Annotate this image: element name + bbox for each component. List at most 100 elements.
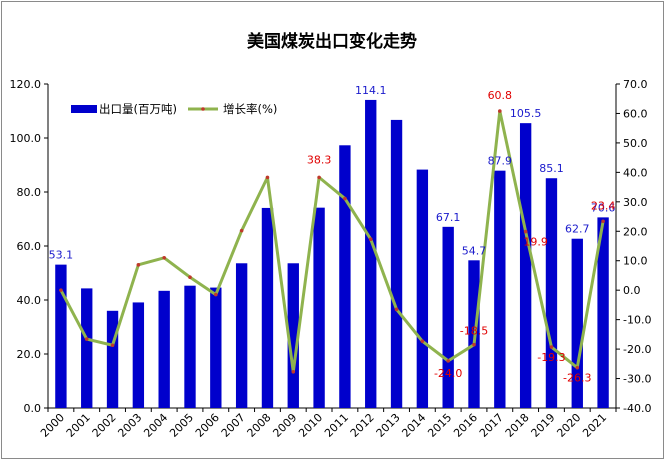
bar — [132, 302, 145, 408]
x-tick-label: 2009 — [270, 411, 299, 440]
bar-value-label: 67.1 — [436, 211, 461, 224]
bar-value-label: 85.1 — [539, 162, 564, 175]
growth-rate-point — [394, 307, 399, 312]
growth-rate-point — [188, 275, 192, 280]
x-tick-label: 2018 — [503, 411, 532, 440]
growth-rate-point — [523, 229, 528, 234]
x-tick-label: 2001 — [64, 411, 93, 440]
legend-bar-swatch — [71, 105, 97, 113]
left-tick-label: 100.0 — [10, 132, 42, 145]
bar — [261, 207, 274, 408]
bar — [339, 145, 351, 409]
growth-rate-point — [136, 263, 141, 267]
growth-rate-point — [472, 342, 476, 347]
x-tick-label: 2007 — [219, 411, 248, 440]
growth-value-label: -24.0 — [434, 367, 462, 380]
growth-value-label: 38.3 — [307, 153, 332, 166]
x-tick-label: 2010 — [296, 411, 325, 440]
bar — [545, 178, 558, 408]
growth-value-label: 60.8 — [488, 89, 513, 102]
x-tick-label: 2020 — [554, 411, 583, 440]
growth-value-label: 23.4 — [591, 199, 616, 212]
chart-legend: 出口量(百万吨) 增长率(%) — [71, 102, 277, 116]
growth-rate-point — [549, 345, 554, 349]
bar — [287, 263, 299, 408]
x-tick-label: 2003 — [115, 411, 144, 440]
growth-rate-line — [59, 109, 605, 374]
growth-value-label: -18.5 — [460, 325, 488, 338]
x-tick-label: 2019 — [529, 411, 558, 440]
bar — [365, 99, 377, 409]
x-tick-label: 2017 — [477, 411, 506, 440]
right-tick-label: 70.0 — [623, 78, 648, 91]
x-tick-label: 2015 — [425, 411, 454, 440]
right-tick-label: -30.0 — [623, 373, 651, 386]
bar — [158, 290, 170, 408]
bar-value-label: 105.5 — [510, 107, 542, 120]
right-tick-label: 60.0 — [623, 107, 648, 120]
bar — [597, 217, 609, 408]
bar-value-label: 53.1 — [49, 249, 74, 262]
left-tick-label: 60.0 — [17, 240, 42, 253]
bar — [416, 169, 429, 408]
x-tick-label: 2021 — [580, 411, 609, 440]
x-tick-label: 2016 — [451, 411, 480, 440]
growth-rate-point — [265, 175, 270, 180]
bar — [313, 207, 325, 408]
growth-rate-point — [343, 196, 347, 201]
bar — [210, 287, 222, 408]
bar — [442, 226, 454, 408]
left-tick-label: 0.0 — [24, 402, 42, 415]
right-tick-label: -20.0 — [623, 343, 651, 356]
growth-rate-point — [291, 369, 296, 374]
left-tick-label: 20.0 — [17, 348, 42, 361]
bar-value-label: 114.1 — [355, 84, 387, 97]
right-tick-label: -40.0 — [623, 402, 651, 415]
bar-value-label: 87.9 — [488, 155, 513, 168]
right-tick-label: 0.0 — [623, 284, 641, 297]
growth-rate-point — [420, 339, 425, 343]
left-tick-label: 80.0 — [17, 186, 42, 199]
x-tick-label: 2014 — [399, 411, 428, 440]
bar — [235, 263, 248, 408]
growth-rate-point — [601, 219, 605, 224]
left-tick-label: 120.0 — [10, 78, 42, 91]
chart-title: 美国煤炭出口变化走势 — [247, 31, 417, 52]
right-tick-label: 20.0 — [623, 225, 648, 238]
growth-rate-point — [446, 359, 450, 363]
legend-line-label: 增长率(%) — [223, 102, 277, 116]
growth-rate-point — [110, 343, 115, 348]
right-tick-label: 10.0 — [623, 255, 648, 268]
growth-rate-point — [575, 365, 580, 370]
x-tick-label: 2012 — [348, 411, 377, 440]
growth-rate-point — [317, 175, 321, 180]
right-tick-label: 30.0 — [623, 196, 648, 209]
bar — [519, 123, 532, 409]
legend-line-marker — [201, 107, 205, 111]
x-tick-label: 2002 — [90, 411, 119, 440]
growth-rate-point — [368, 237, 373, 242]
bar — [390, 119, 403, 408]
bar — [184, 285, 196, 408]
growth-rate-point — [84, 337, 89, 341]
x-tick-label: 2005 — [167, 411, 196, 440]
growth-rate-point — [498, 109, 502, 113]
chart-svg: 美国煤炭出口变化走势 0.0 20.0 40.0 60.0 80.0 100.0 120.0… — [10, 31, 652, 440]
growth-value-label: -26.3 — [563, 372, 591, 385]
growth-rate-point — [162, 255, 166, 260]
bar — [106, 310, 119, 408]
x-tick-label: 2000 — [38, 411, 67, 440]
growth-rate-point — [59, 288, 63, 292]
growth-value-label: 19.9 — [523, 236, 548, 249]
left-tick-label: 40.0 — [17, 294, 42, 307]
x-tick-label: 2008 — [245, 411, 274, 440]
bar — [55, 264, 67, 408]
bar — [571, 238, 583, 408]
growth-rate-point — [214, 292, 218, 297]
bar — [81, 288, 93, 408]
x-tick-label: 2006 — [193, 411, 222, 440]
right-tick-label: -10.0 — [623, 314, 651, 327]
right-tick-label: 50.0 — [623, 137, 648, 150]
bar-value-label: 62.7 — [565, 223, 590, 236]
